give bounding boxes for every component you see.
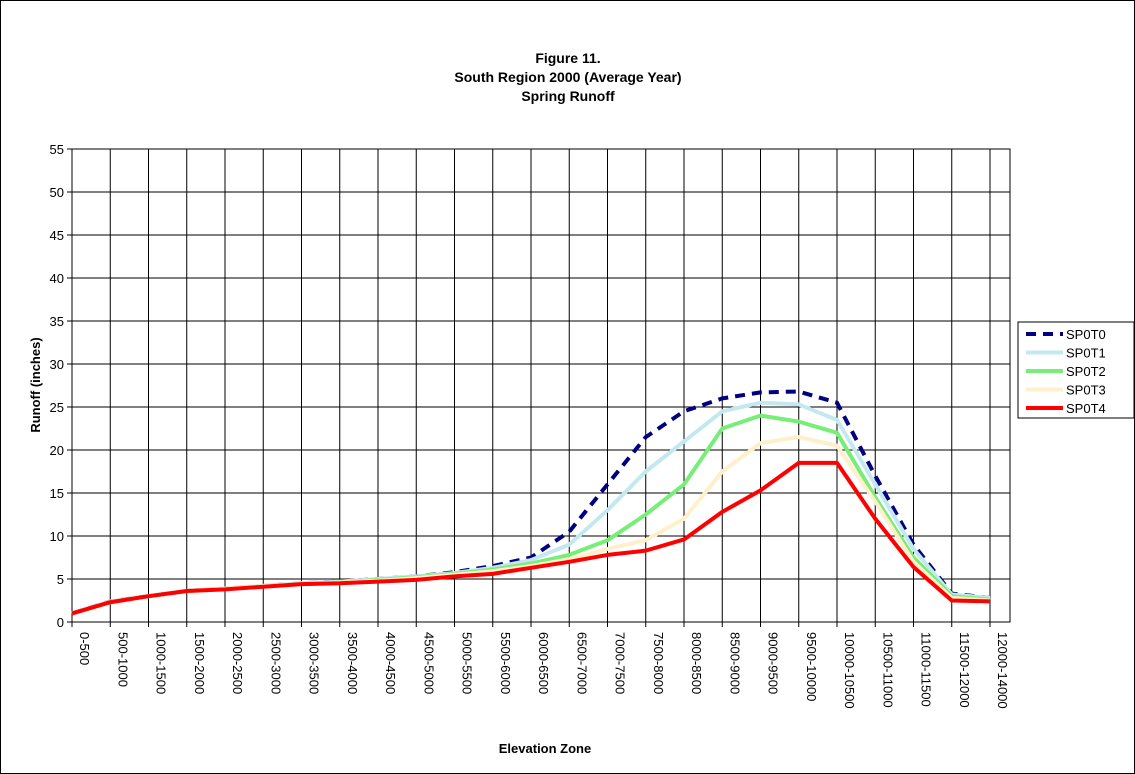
x-tick-label: 3500-4000 — [345, 632, 360, 694]
x-tick-label: 4500-5000 — [421, 632, 436, 694]
x-tick-label: 10500-11000 — [880, 632, 895, 708]
legend-label: SP0T4 — [1066, 401, 1106, 416]
series-line — [71, 460, 991, 616]
y-tick-label: 20 — [50, 443, 64, 458]
y-tick-label: 15 — [50, 486, 64, 501]
chart-title: Figure 11. — [535, 50, 600, 66]
x-tick-label: 0-500 — [77, 632, 92, 665]
y-tick-label: 45 — [50, 228, 64, 243]
chart-title: South Region 2000 (Average Year) — [454, 69, 681, 85]
x-tick-label: 2500-3000 — [268, 632, 283, 694]
x-tick-label: 10000-10500 — [842, 632, 857, 709]
x-tick-label: 2000-2500 — [230, 632, 245, 694]
y-tick-label: 30 — [50, 357, 64, 372]
x-tick-label: 9000-9500 — [766, 632, 781, 694]
legend-label: SP0T2 — [1066, 364, 1106, 379]
y-tick-label: 40 — [50, 271, 64, 286]
x-tick-label: 1500-2000 — [192, 632, 207, 694]
y-tick-label: 55 — [50, 142, 64, 157]
y-tick-label: 25 — [50, 400, 64, 415]
legend-label: SP0T3 — [1066, 383, 1106, 398]
y-axis-title: Runoff (inches) — [28, 337, 43, 432]
y-tick-label: 10 — [50, 529, 64, 544]
y-tick-label: 50 — [50, 185, 64, 200]
x-tick-label: 3000-3500 — [307, 632, 322, 694]
legend-label: SP0T1 — [1066, 346, 1106, 361]
x-tick-label: 8000-8500 — [689, 632, 704, 694]
x-axis-title: Elevation Zone — [499, 741, 591, 756]
y-tick-label: 35 — [50, 314, 64, 329]
x-tick-label: 7500-8000 — [651, 632, 666, 694]
x-tick-label: 6500-7000 — [574, 632, 589, 694]
x-tick-label: 11500-12000 — [957, 632, 972, 708]
x-tick-label: 11000-11500 — [919, 632, 934, 707]
x-tick-label: 5000-5500 — [460, 632, 475, 694]
x-tick-label: 8500-9000 — [727, 632, 742, 694]
x-tick-label: 6000-6500 — [536, 632, 551, 694]
plot-area — [71, 148, 1011, 623]
chart-title: Spring Runoff — [521, 88, 615, 104]
x-tick-label: 7000-7500 — [613, 632, 628, 694]
legend-label: SP0T0 — [1066, 327, 1106, 342]
x-tick-label: 9500-10000 — [804, 632, 819, 701]
x-tick-label: 1000-1500 — [154, 632, 169, 694]
x-tick-label: 12000-14000 — [995, 632, 1010, 709]
x-tick-label: 5500-6000 — [498, 632, 513, 694]
y-tick-label: 0 — [57, 615, 64, 630]
y-tick-label: 5 — [57, 572, 64, 587]
x-tick-label: 500-1000 — [115, 632, 130, 687]
x-tick-label: 4000-4500 — [383, 632, 398, 694]
